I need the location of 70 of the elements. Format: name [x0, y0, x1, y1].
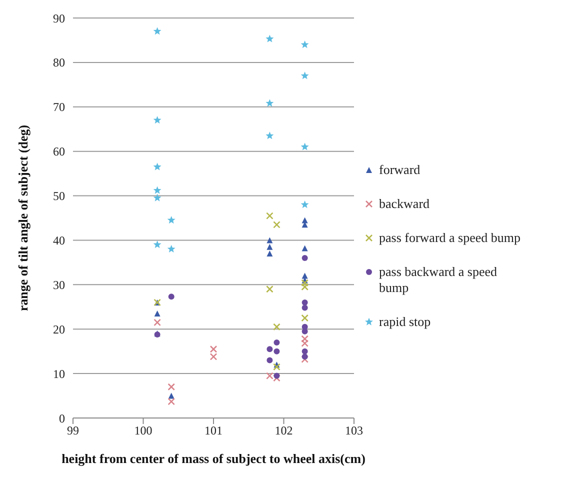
y-tick-label: 10 [53, 366, 65, 381]
point [153, 194, 162, 202]
point [273, 323, 280, 331]
point [301, 283, 308, 291]
point [301, 279, 308, 287]
point [274, 372, 280, 379]
y-tick-label: 80 [53, 56, 65, 70]
point [274, 339, 280, 346]
point [168, 398, 175, 406]
point [153, 186, 162, 194]
point [210, 353, 218, 360]
point [167, 244, 176, 253]
y-tick-label: 30 [53, 278, 65, 292]
point [154, 310, 160, 317]
point [300, 142, 309, 150]
y-tick-label: 70 [53, 100, 65, 114]
point [266, 237, 273, 244]
point [301, 335, 308, 343]
point [301, 340, 308, 347]
x-axis-title: height from center of mass of subject to wheel axis(cm) [62, 451, 366, 466]
point [266, 244, 273, 250]
point [266, 285, 274, 293]
legend-label: backward [379, 196, 430, 212]
point [266, 346, 273, 352]
point [302, 245, 308, 252]
point [153, 116, 162, 124]
point [266, 132, 274, 140]
point [167, 216, 176, 224]
point [302, 304, 308, 311]
point [273, 221, 280, 228]
point [302, 299, 308, 306]
x-tick-label: 99 [67, 424, 79, 438]
legend-label: rapid stop [379, 314, 431, 330]
x-tick-label: 100 [134, 424, 152, 438]
point [153, 240, 162, 248]
point [266, 99, 274, 107]
point [266, 212, 274, 220]
point [266, 34, 274, 42]
point [300, 72, 309, 80]
point [266, 357, 273, 364]
point [301, 314, 308, 322]
y-axis-title: range of tilt angle of subject (deg) [16, 124, 31, 312]
point [168, 294, 174, 300]
legend-label: forward [379, 162, 420, 178]
x-tick-label: 103 [345, 424, 363, 438]
point [210, 345, 218, 353]
x-tick-label: 102 [274, 424, 293, 438]
point [302, 348, 308, 354]
point [274, 348, 280, 354]
x-tick-label: 101 [204, 424, 222, 438]
point [153, 162, 162, 170]
point [273, 363, 280, 371]
legend-label: pass forward a speed bump [379, 230, 521, 246]
point [300, 40, 309, 48]
point [302, 272, 308, 279]
y-tick-label: 0 [59, 411, 65, 426]
point [302, 255, 308, 261]
y-tick-label: 50 [53, 189, 65, 204]
point [300, 200, 309, 208]
point [153, 27, 162, 35]
point [266, 250, 273, 257]
y-tick-label: 60 [53, 144, 65, 159]
point [302, 354, 308, 360]
legend-label: pass backward a speed bump [379, 264, 498, 296]
y-tick-label: 40 [53, 233, 65, 248]
point [154, 318, 161, 326]
point [168, 392, 174, 399]
point [168, 383, 175, 391]
y-tick-label: 20 [53, 322, 65, 336]
y-tick-label: 90 [53, 11, 65, 26]
